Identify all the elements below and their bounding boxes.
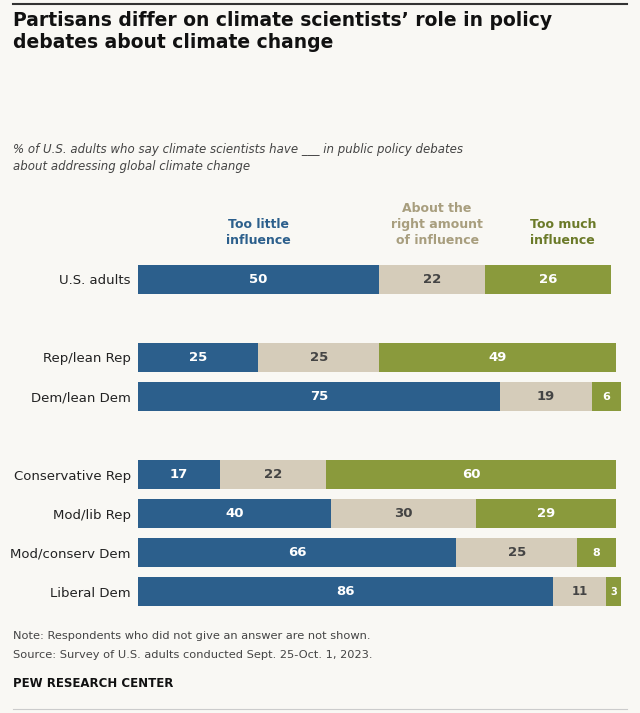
Text: 25: 25 (310, 351, 328, 364)
Text: 49: 49 (488, 351, 507, 364)
Text: PEW RESEARCH CENTER: PEW RESEARCH CENTER (13, 677, 173, 690)
Bar (138, 499, 331, 528)
Text: 8: 8 (593, 548, 600, 558)
Bar (220, 460, 326, 489)
Bar (379, 265, 486, 294)
Bar (500, 382, 592, 411)
Text: 50: 50 (249, 273, 268, 286)
Bar (553, 577, 606, 606)
Text: 86: 86 (336, 585, 355, 598)
Bar (138, 538, 456, 567)
Text: 22: 22 (264, 468, 282, 481)
Text: 17: 17 (170, 468, 188, 481)
Bar (138, 265, 379, 294)
Bar (138, 382, 500, 411)
Text: Too little
influence: Too little influence (226, 218, 291, 247)
Text: 40: 40 (225, 507, 243, 520)
Text: 6: 6 (602, 391, 610, 401)
Bar (331, 499, 476, 528)
Bar (592, 382, 621, 411)
Text: 22: 22 (423, 273, 442, 286)
Text: % of U.S. adults who say climate scientists have ___ in public policy debates
ab: % of U.S. adults who say climate scienti… (13, 143, 463, 173)
Bar (486, 265, 611, 294)
Bar (476, 499, 616, 528)
Bar (456, 538, 577, 567)
Text: 75: 75 (310, 390, 328, 403)
Bar (138, 343, 259, 372)
Bar (259, 343, 379, 372)
Text: 60: 60 (461, 468, 480, 481)
Text: Partisans differ on climate scientists’ role in policy
debates about climate cha: Partisans differ on climate scientists’ … (13, 11, 552, 53)
Text: 25: 25 (508, 546, 526, 559)
Text: 66: 66 (288, 546, 307, 559)
Text: 19: 19 (537, 390, 555, 403)
Text: Source: Survey of U.S. adults conducted Sept. 25-Oct. 1, 2023.: Source: Survey of U.S. adults conducted … (13, 650, 372, 660)
Text: 25: 25 (189, 351, 207, 364)
Text: 11: 11 (572, 585, 588, 598)
Text: Note: Respondents who did not give an answer are not shown.: Note: Respondents who did not give an an… (13, 631, 371, 641)
Text: 30: 30 (394, 507, 413, 520)
Bar (138, 460, 220, 489)
Text: About the
right amount
of influence: About the right amount of influence (391, 202, 483, 247)
Bar (577, 538, 616, 567)
Text: 26: 26 (539, 273, 557, 286)
Bar (606, 577, 621, 606)
Text: 29: 29 (537, 507, 555, 520)
Bar (326, 460, 616, 489)
Bar (138, 577, 553, 606)
Text: 3: 3 (610, 587, 617, 597)
Bar (379, 343, 616, 372)
Text: Too much
influence: Too much influence (529, 218, 596, 247)
